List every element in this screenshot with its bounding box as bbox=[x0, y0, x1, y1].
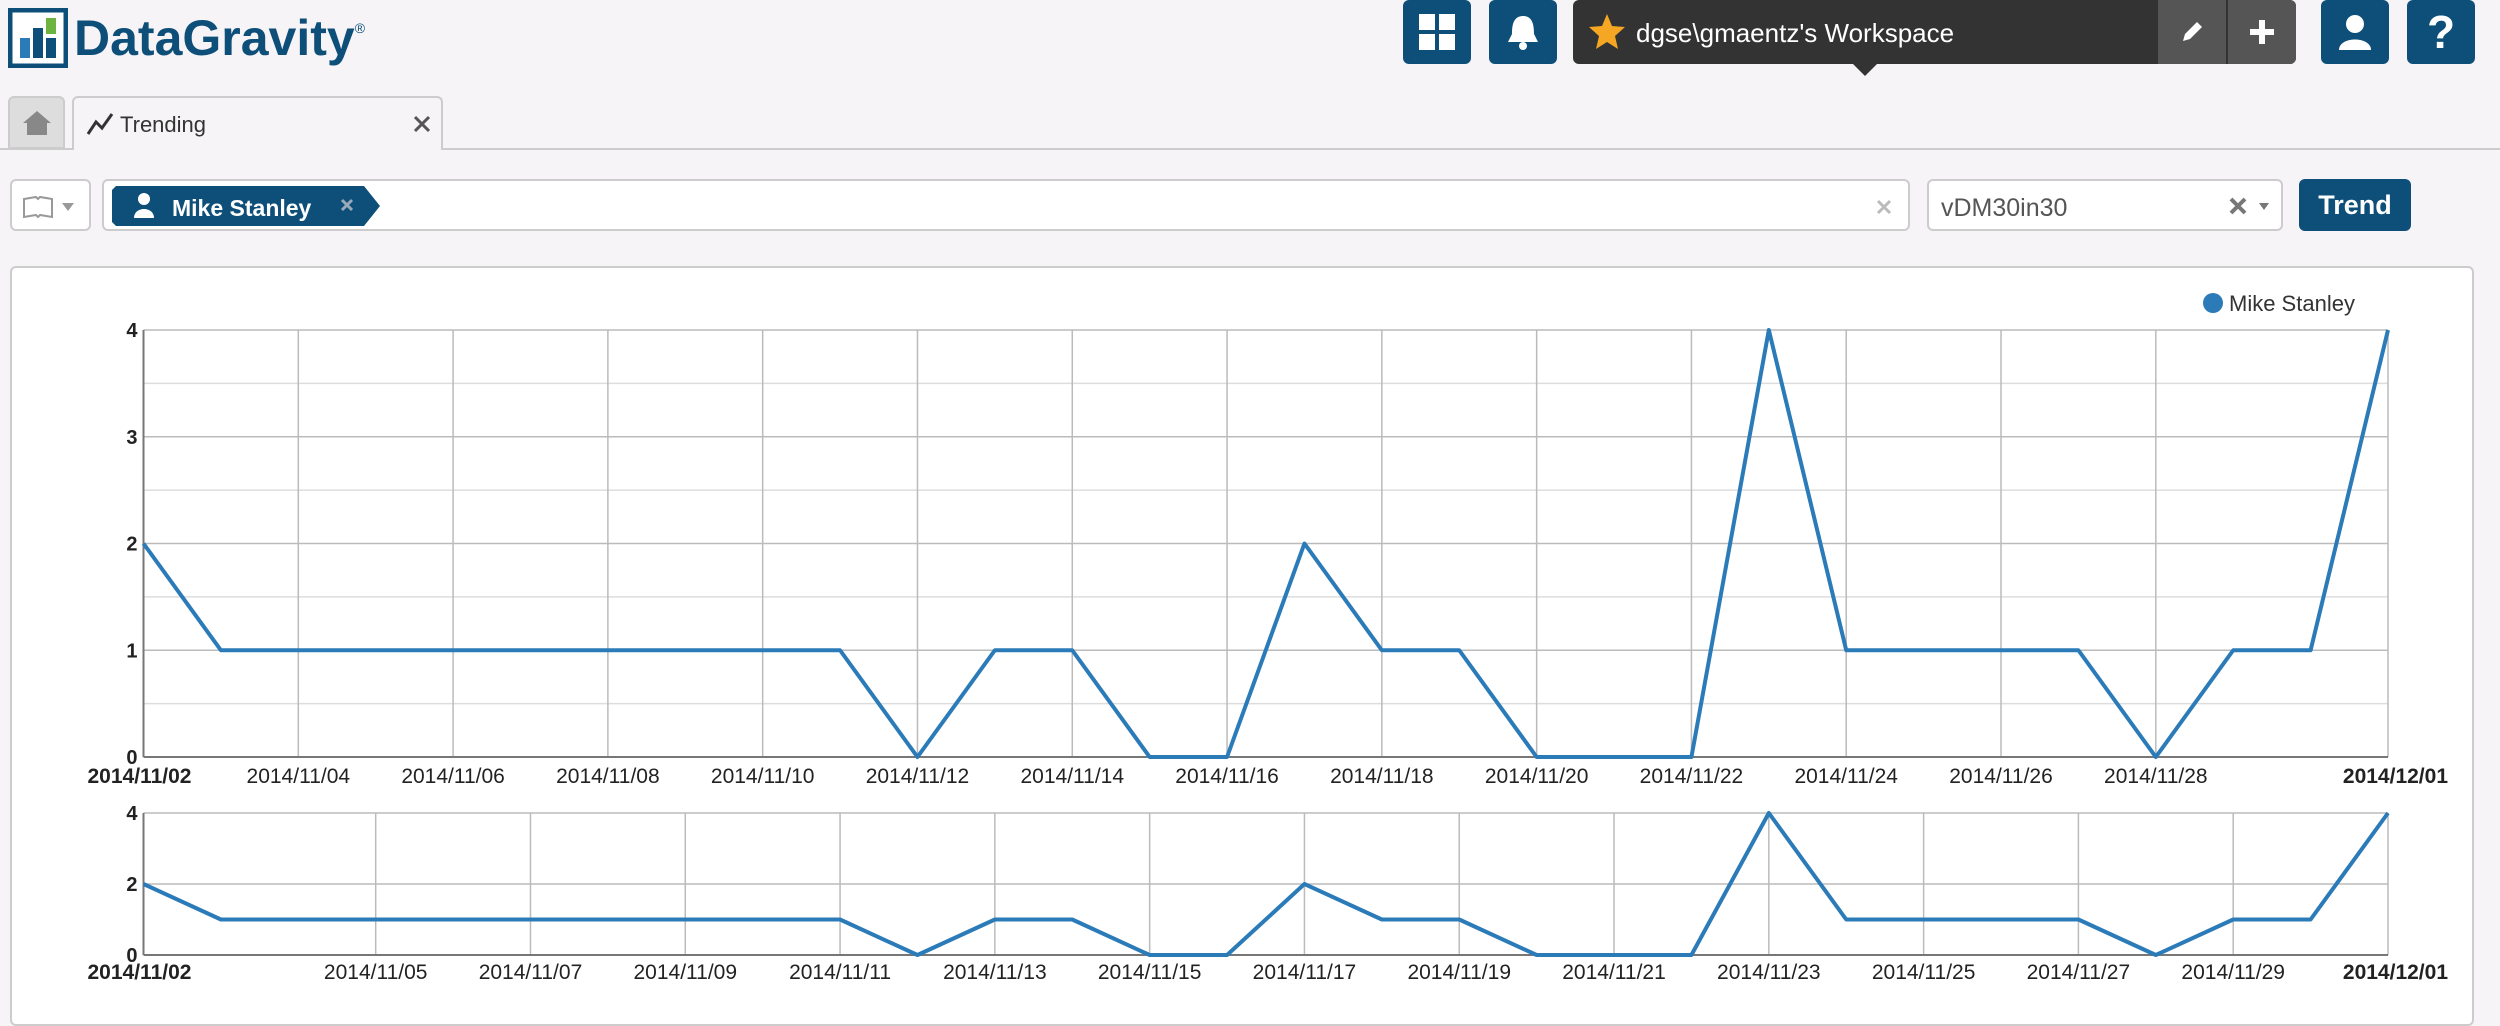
x-tick-label: 2014/11/17 bbox=[1253, 961, 1357, 984]
tab-rule bbox=[0, 148, 2500, 150]
home-icon bbox=[22, 110, 51, 135]
add-button[interactable] bbox=[2228, 0, 2296, 64]
x-tick-label: 2014/11/27 bbox=[2027, 961, 2131, 984]
trending-tab[interactable]: Trending bbox=[72, 96, 443, 150]
logo-mark: ® bbox=[354, 20, 366, 36]
x-tick-label: 2014/11/10 bbox=[711, 765, 815, 788]
filter-pill[interactable]: Mike Stanley bbox=[112, 186, 380, 226]
x-tick-label: 2014/11/20 bbox=[1485, 765, 1589, 788]
help-icon: ? bbox=[2427, 8, 2455, 56]
x-tick-label: 2014/12/01 bbox=[2343, 765, 2448, 788]
tab-label: Trending bbox=[120, 112, 207, 137]
logo-icon bbox=[8, 8, 68, 68]
trend-icon bbox=[86, 113, 114, 135]
library-dropdown[interactable] bbox=[10, 179, 91, 231]
star-icon bbox=[1589, 14, 1625, 49]
trend-button-label: Trend bbox=[2318, 189, 2392, 220]
series-line bbox=[142, 811, 2390, 957]
x-tick-label: 2014/11/26 bbox=[1949, 765, 2053, 788]
chart: 0 1 2 3 4 2014/11/02 2014/11/04 2014/11/06 2014/… bbox=[88, 291, 2449, 984]
y-tick-label: 2 bbox=[126, 534, 137, 556]
x-tick-label: 2014/11/21 bbox=[1562, 961, 1666, 984]
home-tab[interactable] bbox=[8, 96, 65, 149]
x-tick-label: 2014/11/24 bbox=[1794, 765, 1898, 788]
x-tick-label: 2014/11/14 bbox=[1020, 765, 1124, 788]
y-tick-label: 4 bbox=[126, 803, 138, 825]
clear-search[interactable] bbox=[1874, 197, 1894, 217]
logo[interactable]: DataGravity ® bbox=[8, 8, 365, 68]
x-tick-label: 2014/11/28 bbox=[2104, 765, 2208, 788]
select-controls[interactable] bbox=[2229, 195, 2279, 219]
x-tick-label: 2014/11/08 bbox=[556, 765, 660, 788]
user-button[interactable] bbox=[2321, 0, 2389, 64]
x-tick-label: 2014/11/02 bbox=[88, 961, 192, 984]
y-tick-label: 0 bbox=[126, 945, 137, 967]
x-tick-label: 2014/11/12 bbox=[866, 765, 970, 788]
project-select[interactable]: vDM30in30 bbox=[1927, 179, 2283, 231]
x-tick-label: 2014/11/13 bbox=[943, 961, 1047, 984]
x-tick-label: 2014/11/02 bbox=[88, 765, 192, 788]
x-tick-label: 2014/11/09 bbox=[634, 961, 738, 984]
search-box[interactable]: Mike Stanley bbox=[102, 179, 1910, 231]
plus-icon bbox=[2250, 20, 2274, 44]
select-value: vDM30in30 bbox=[1941, 194, 2068, 222]
pill-shape bbox=[112, 186, 380, 226]
tab-close[interactable] bbox=[412, 114, 432, 134]
svg-text:?: ? bbox=[2427, 8, 2455, 56]
x-tick-label: 2014/11/23 bbox=[1717, 961, 1821, 984]
x-tick-label: 2014/11/29 bbox=[2181, 961, 2285, 984]
x-tick-label: 2014/11/25 bbox=[1872, 961, 1976, 984]
pill-label: Mike Stanley bbox=[172, 195, 312, 221]
dashboard-button[interactable] bbox=[1403, 0, 1471, 64]
y-tick-label: 2 bbox=[126, 874, 137, 896]
alerts-button[interactable] bbox=[1489, 0, 1557, 64]
x-tick-label: 2014/11/19 bbox=[1407, 961, 1511, 984]
workspace-name: dgse\gmaentz's Workspace bbox=[1636, 18, 1955, 48]
logo-text: DataGravity bbox=[74, 10, 355, 66]
book-icon bbox=[23, 195, 74, 219]
x-tick-label: 2014/11/04 bbox=[247, 765, 351, 788]
trend-button[interactable]: Trend bbox=[2299, 179, 2411, 231]
x-tick-label: 2014/11/22 bbox=[1640, 765, 1744, 788]
pencil-icon bbox=[2183, 22, 2202, 41]
legend-marker bbox=[2203, 293, 2223, 313]
legend-label: Mike Stanley bbox=[2229, 291, 2355, 316]
y-tick-label: 4 bbox=[126, 320, 138, 342]
series-line bbox=[141, 328, 2390, 759]
help-button[interactable]: ? bbox=[2407, 0, 2475, 64]
x-tick-label: 2014/11/18 bbox=[1330, 765, 1434, 788]
x-tick-label: 2014/12/01 bbox=[2343, 961, 2448, 984]
chart-panel bbox=[10, 266, 2474, 1026]
x-tick-label: 2014/11/15 bbox=[1098, 961, 1202, 984]
x-tick-label: 2014/11/05 bbox=[324, 961, 428, 984]
grid-icon bbox=[1419, 14, 1455, 50]
bell-icon bbox=[1508, 16, 1538, 50]
x-tick-label: 2014/11/11 bbox=[789, 961, 891, 984]
edit-button[interactable] bbox=[2158, 0, 2226, 64]
caret bbox=[1851, 62, 1879, 76]
user-icon bbox=[2339, 15, 2371, 50]
y-tick-label: 3 bbox=[126, 427, 137, 449]
workspace-bar[interactable]: dgse\gmaentz's Workspace bbox=[1573, 0, 2296, 76]
x-tick-label: 2014/11/07 bbox=[479, 961, 583, 984]
y-tick-label: 0 bbox=[126, 747, 137, 769]
y-tick-label: 1 bbox=[126, 640, 137, 662]
x-tick-label: 2014/11/16 bbox=[1175, 765, 1279, 788]
x-tick-label: 2014/11/06 bbox=[401, 765, 505, 788]
